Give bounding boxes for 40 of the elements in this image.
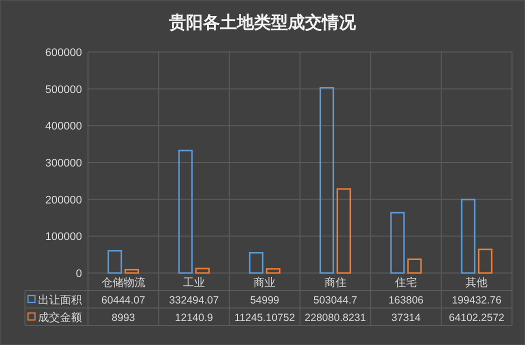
y-tick-label: 300000 <box>45 158 82 170</box>
bar <box>266 268 280 274</box>
bar <box>248 252 264 274</box>
bar <box>407 258 422 274</box>
bar <box>195 268 210 274</box>
data-label: 8993 <box>112 312 136 324</box>
y-tick-label: 400000 <box>45 120 82 133</box>
bar <box>460 198 476 274</box>
x-tick-label: 工业 <box>183 276 205 289</box>
x-tick-label: 住宅 <box>395 276 417 289</box>
data-label: 64102.2572 <box>448 312 505 324</box>
x-tick-label: 仓储物流 <box>101 276 146 289</box>
bar <box>178 150 193 274</box>
y-tick-label: 100000 <box>45 231 82 244</box>
y-tick-label: 200000 <box>45 194 82 206</box>
bar <box>320 86 334 274</box>
data-label: 37314 <box>391 312 421 324</box>
data-label: 60444.07 <box>101 294 146 306</box>
data-label: 228080.8231 <box>304 312 366 324</box>
x-tick-label: 商住 <box>324 276 346 289</box>
legend-label: 成交金额 <box>38 311 82 324</box>
bar <box>108 250 122 274</box>
legend-label: 出让面积 <box>38 294 82 306</box>
bar <box>390 212 405 274</box>
x-tick-label: 其他 <box>466 276 488 289</box>
data-label: 54999 <box>250 294 280 306</box>
y-tick-label: 600000 <box>45 47 82 59</box>
y-tick-label: 0 <box>76 268 82 280</box>
y-tick-label: 500000 <box>45 84 82 96</box>
x-tick-label: 商业 <box>254 276 276 289</box>
data-label: 12140.9 <box>175 312 214 324</box>
data-label: 163806 <box>388 294 424 306</box>
data-label: 332494.07 <box>169 294 219 306</box>
data-label: 199432.76 <box>452 294 502 306</box>
bar <box>478 248 492 274</box>
data-label: 11245.10752 <box>234 312 296 324</box>
chart-title: 贵阳各土地类型成交情况 <box>168 13 357 32</box>
bar <box>336 188 352 274</box>
data-label: 503044.7 <box>313 294 358 306</box>
bar <box>124 268 140 274</box>
